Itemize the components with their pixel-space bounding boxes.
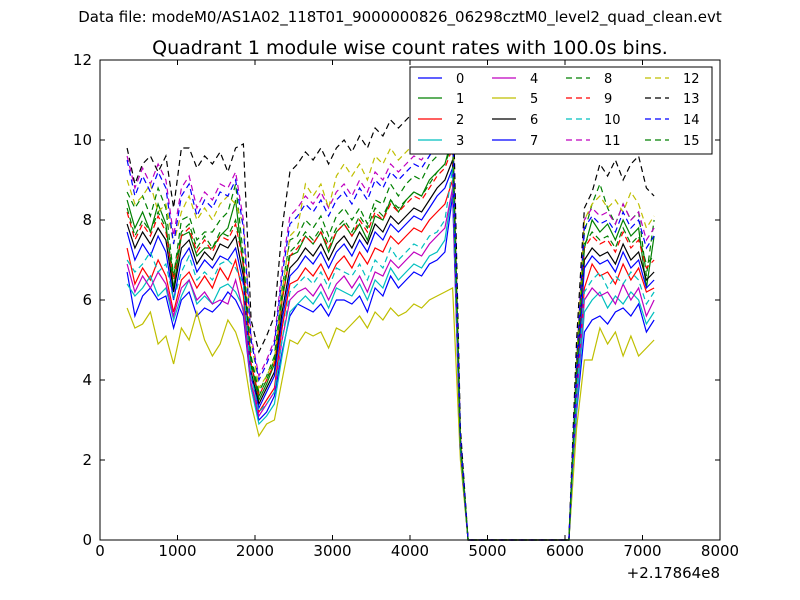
y-tick-label: 12 xyxy=(73,51,92,69)
legend-label: 14 xyxy=(683,113,700,128)
legend-item-15: 15 xyxy=(645,134,700,149)
legend-item-3: 3 xyxy=(418,134,464,149)
x-offset-label: +2.17864e8 xyxy=(627,564,720,582)
y-tick-label: 6 xyxy=(82,291,92,309)
legend-label: 3 xyxy=(456,134,464,149)
x-tick-label: 7000 xyxy=(623,542,661,560)
legend-label: 13 xyxy=(683,92,700,107)
legend-item-10: 10 xyxy=(566,113,621,128)
legend-label: 4 xyxy=(530,72,538,87)
legend-label: 2 xyxy=(456,113,464,128)
legend-label: 12 xyxy=(683,72,700,87)
legend-label: 15 xyxy=(683,134,700,149)
legend-label: 11 xyxy=(604,134,621,149)
legend-item-9: 9 xyxy=(566,92,612,107)
legend-label: 9 xyxy=(604,92,612,107)
legend-item-8: 8 xyxy=(566,72,612,87)
series-line-7 xyxy=(126,167,655,541)
x-tick-label: 3000 xyxy=(313,542,351,560)
legend-item-5: 5 xyxy=(492,92,538,107)
chart-title: Quadrant 1 module wise count rates with … xyxy=(152,37,668,59)
legend-label: 5 xyxy=(530,92,538,107)
legend-label: 6 xyxy=(530,113,538,128)
x-tick-label: 2000 xyxy=(236,542,274,560)
legend-item-4: 4 xyxy=(492,72,538,87)
series-line-8 xyxy=(126,119,655,541)
series-line-14 xyxy=(126,122,655,541)
x-tick-label: 4000 xyxy=(391,542,429,560)
x-tick-label: 6000 xyxy=(546,542,584,560)
legend-label: 10 xyxy=(604,113,621,128)
series-line-2 xyxy=(126,179,655,541)
plot-area: 0 1000 2000 3000 4000 5000 6000 7000 80000246810… xyxy=(73,51,739,560)
series-line-12 xyxy=(126,106,655,541)
legend-label: 1 xyxy=(456,92,464,107)
legend-item-1: 1 xyxy=(418,92,464,107)
series-line-6 xyxy=(126,159,655,541)
series-line-4 xyxy=(126,187,655,541)
y-tick-label: 0 xyxy=(82,531,92,549)
legend-item-13: 13 xyxy=(645,92,700,107)
figure-suptitle: Data file: modeM0/AS1A02_118T01_90000008… xyxy=(78,8,722,26)
series-line-9 xyxy=(126,147,655,541)
x-tick-label: 1000 xyxy=(158,542,196,560)
legend-label: 8 xyxy=(604,72,612,87)
series-line-1 xyxy=(126,135,655,541)
legend-frame xyxy=(409,66,713,155)
legend-item-12: 12 xyxy=(645,72,700,87)
legend-item-2: 2 xyxy=(418,113,464,128)
legend-label: 7 xyxy=(530,134,538,149)
legend-item-14: 14 xyxy=(645,113,700,128)
x-tick-label: 5000 xyxy=(468,542,506,560)
x-tick-label: 8000 xyxy=(701,542,739,560)
y-tick-label: 10 xyxy=(73,131,92,149)
legend-item-7: 7 xyxy=(492,134,538,149)
ticks-layer: 0 1000 2000 3000 4000 5000 6000 7000 80000246810… xyxy=(73,51,739,560)
legend-item-0: 0 xyxy=(418,72,464,87)
y-tick-label: 8 xyxy=(82,211,92,229)
series-line-11 xyxy=(126,114,655,541)
series-line-3 xyxy=(126,187,655,541)
y-tick-label: 4 xyxy=(82,371,92,389)
legend-item-11: 11 xyxy=(566,134,621,149)
legend-item-6: 6 xyxy=(492,113,538,128)
legend-label: 0 xyxy=(456,72,464,87)
y-tick-label: 2 xyxy=(82,451,92,469)
x-tick-label: 0 xyxy=(95,542,105,560)
